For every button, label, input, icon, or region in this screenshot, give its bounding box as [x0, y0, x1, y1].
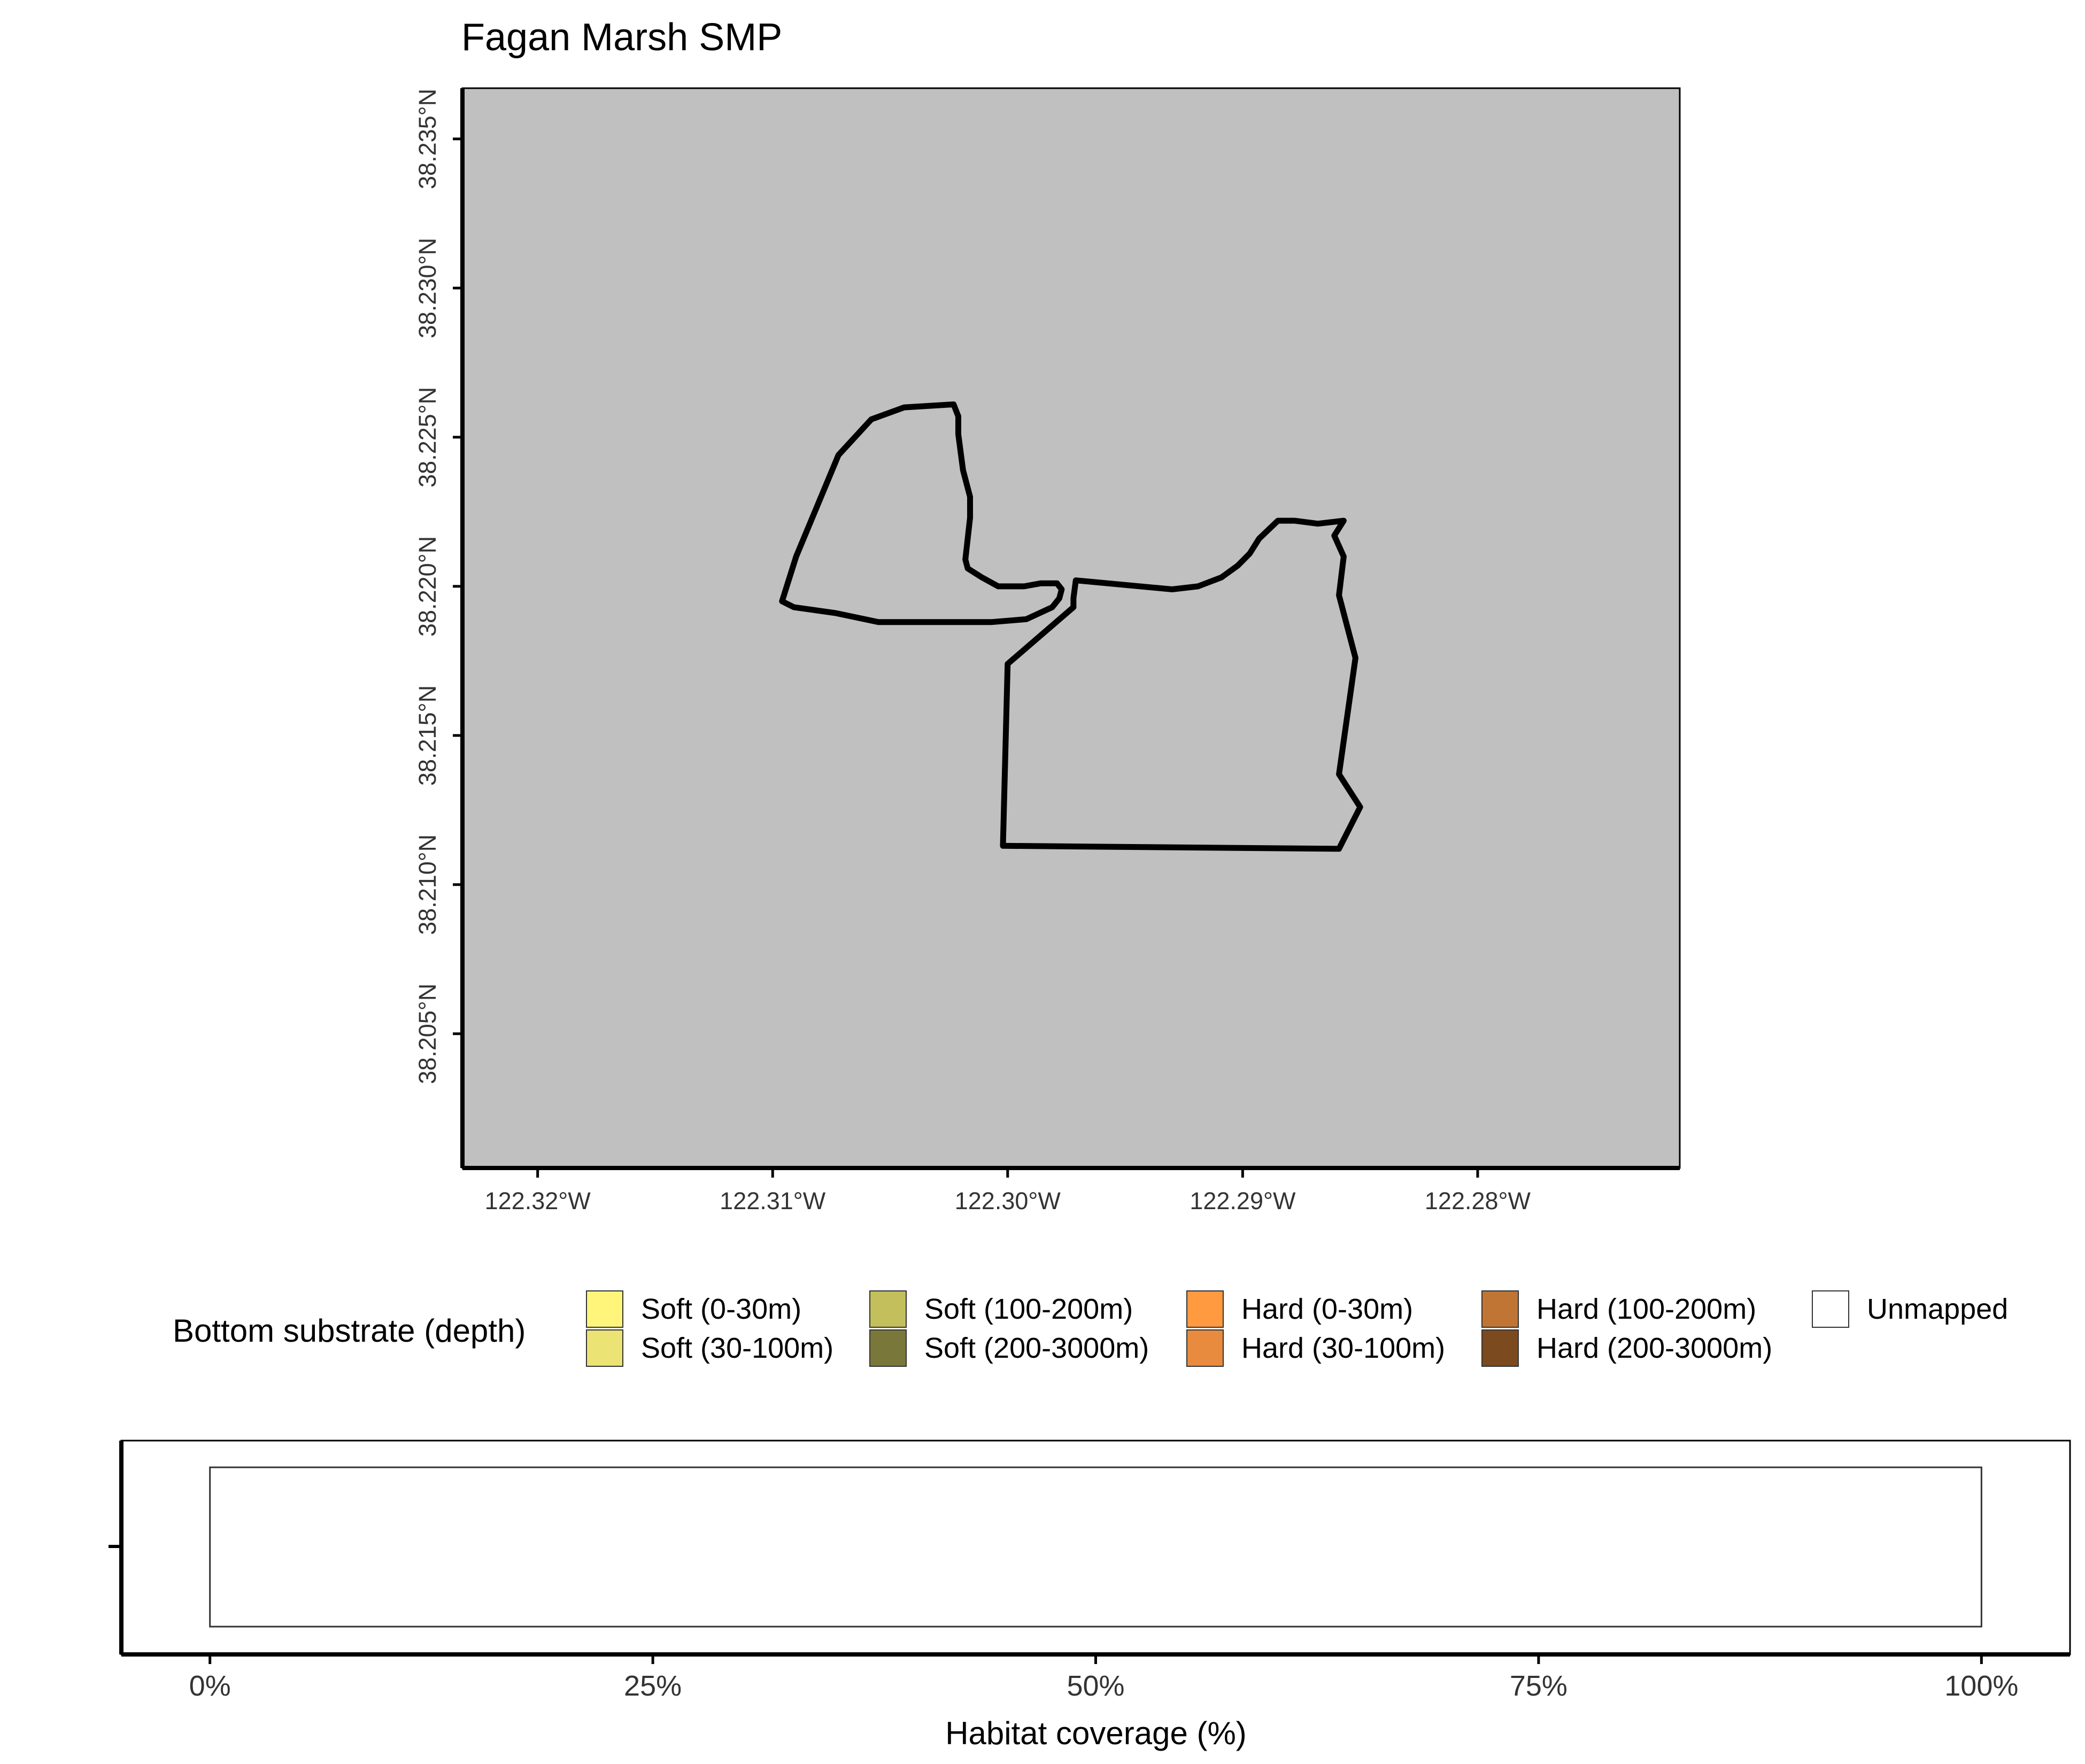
coverage-tick-label-2: 50%	[1067, 1670, 1124, 1702]
map-boundaries	[779, 401, 1363, 852]
lon-tick-label-2: 122.30°W	[955, 1187, 1061, 1214]
lon-tick-label-1: 122.31°W	[720, 1187, 826, 1214]
coverage-tick-label-4: 100%	[1944, 1670, 2018, 1702]
legend-swatch-7	[1481, 1329, 1519, 1367]
legend-label-6: Hard (100-200m)	[1536, 1293, 1756, 1325]
lon-tick-label-0: 122.32°W	[485, 1187, 591, 1214]
legend-label-0: Soft (0-30m)	[641, 1293, 801, 1325]
legend-swatch-3	[869, 1329, 907, 1367]
lon-tick-label-4: 122.28°W	[1425, 1187, 1531, 1214]
marsh-boundary-west	[779, 401, 1065, 625]
lon-tick-label-3: 122.29°W	[1190, 1187, 1296, 1214]
legend-label-2: Soft (100-200m)	[924, 1293, 1133, 1325]
legend-swatch-8	[1812, 1290, 1849, 1328]
coverage-x-ticks: 0% 25% 50% 75% 100%	[189, 1654, 2018, 1702]
map-title: Fagan Marsh SMP	[461, 16, 782, 59]
lat-tick-label-4: 38.215°N	[414, 685, 441, 786]
map-x-ticks: 122.32°W 122.31°W 122.30°W 122.29°W 122.28°W	[485, 1168, 1531, 1214]
legend-title: Bottom substrate (depth)	[173, 1313, 526, 1349]
legend-label-7: Hard (200-3000m)	[1536, 1332, 1772, 1364]
legend-swatch-6	[1481, 1290, 1519, 1328]
map-y-ticks: 38.235°N 38.230°N 38.225°N 38.220°N 38.215°N…	[414, 89, 462, 1084]
lat-tick-label-6: 38.205°N	[414, 984, 441, 1084]
coverage-x-axis-title: Habitat coverage (%)	[945, 1715, 1247, 1751]
lat-tick-label-1: 38.230°N	[414, 238, 441, 338]
legend-label-1: Soft (30-100m)	[641, 1332, 833, 1364]
legend-label-8: Unmapped	[1867, 1293, 2008, 1325]
coverage-tick-label-1: 25%	[624, 1670, 682, 1702]
legend-swatch-5	[1186, 1329, 1224, 1367]
coverage-chart: 0% 25% 50% 75% 100% Habitat coverage (%)	[109, 1440, 2071, 1751]
lat-tick-label-5: 38.210°N	[414, 834, 441, 935]
lat-tick-label-0: 38.235°N	[414, 89, 441, 189]
legend-label-3: Soft (200-3000m)	[924, 1332, 1149, 1364]
legend-swatch-4	[1186, 1290, 1224, 1328]
legend-swatch-1	[586, 1329, 623, 1367]
lat-tick-label-2: 38.225°N	[414, 387, 441, 488]
legend-label-5: Hard (30-100m)	[1241, 1332, 1445, 1364]
coverage-tick-label-0: 0%	[189, 1670, 231, 1702]
legend-swatch-0	[586, 1290, 623, 1328]
coverage-bar-0-0	[209, 1466, 1982, 1628]
legend: Bottom substrate (depth) Soft (0-30m)Sof…	[173, 1290, 2008, 1367]
legend-label-4: Hard (0-30m)	[1241, 1293, 1413, 1325]
coverage-bars	[209, 1466, 1982, 1628]
coverage-tick-label-3: 75%	[1510, 1670, 1567, 1702]
marsh-boundary-east	[1000, 517, 1363, 852]
map-background	[461, 87, 1681, 1169]
legend-swatch-2	[869, 1290, 907, 1328]
lat-tick-label-3: 38.220°N	[414, 536, 441, 637]
legend-items: Soft (0-30m) Soft (30-100m) Soft (100-200m…	[586, 1290, 2008, 1367]
map-panel: Fagan Marsh SMP 122.32°W 122.31°W 122.30°W…	[414, 16, 1681, 1214]
